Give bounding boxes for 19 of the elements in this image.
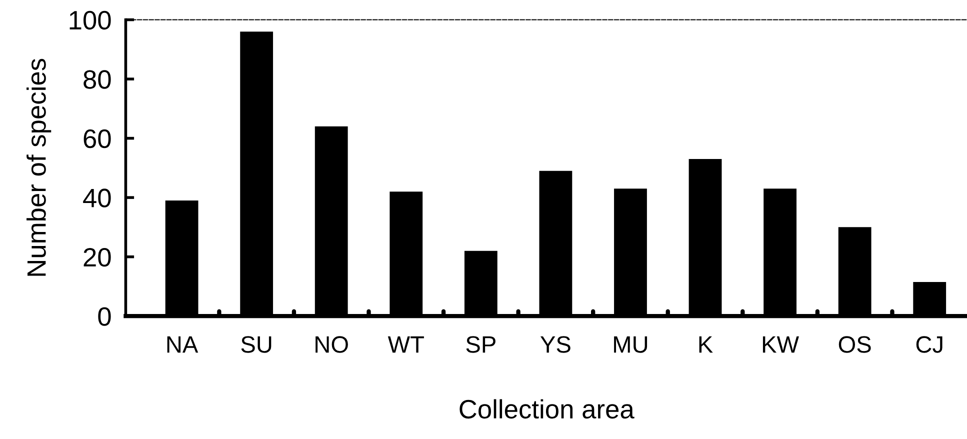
y-tick-label: 40 xyxy=(83,188,111,208)
x-tick-label: NA xyxy=(167,336,198,353)
x-tick-label: K xyxy=(699,336,713,353)
x-tick-label: SU xyxy=(241,336,272,353)
y-axis-title: Number of species xyxy=(26,58,52,276)
y-tick-label: 20 xyxy=(84,248,111,267)
x-tick-label: SP xyxy=(466,336,496,353)
y-tick-label: 80 xyxy=(84,70,111,89)
x-tick-label: YS xyxy=(540,336,570,353)
y-tick-label: 0 xyxy=(98,307,111,326)
y-tick-label: 60 xyxy=(84,129,111,148)
x-tick-label: WT xyxy=(388,336,424,353)
x-tick-label: CJ xyxy=(916,336,942,353)
x-tick-label: KW xyxy=(762,336,799,353)
x-tick-label: OS xyxy=(838,336,871,353)
x-axis-title: Collection area xyxy=(460,399,634,419)
x-tick-label: MU xyxy=(614,336,648,353)
y-tick-label: 100 xyxy=(70,10,111,30)
x-tick-label: NO xyxy=(316,336,348,353)
